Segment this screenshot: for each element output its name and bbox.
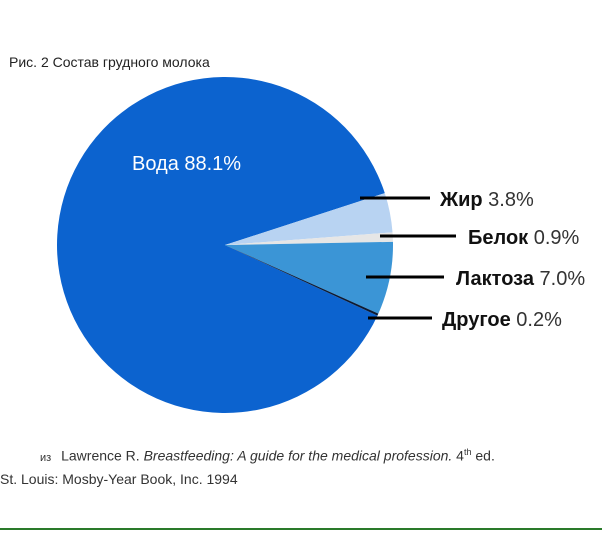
caption-publisher: St. Louis: Mosby-Year Book, Inc. 1994 [0, 471, 238, 487]
pie-slice-protein [225, 232, 393, 245]
pie-slice-lactose [225, 241, 393, 314]
caption-prefix: из [40, 451, 52, 464]
caption-edition-number: 4 [456, 447, 464, 464]
bottom-divider [0, 528, 602, 530]
label-other: Другое 0.2% [442, 309, 562, 331]
label-fat: Жир 3.8% [439, 189, 534, 211]
caption-edition-sup: th [463, 447, 472, 457]
pie-slice-other [225, 245, 379, 316]
label-protein: Белок 0.9% [468, 227, 580, 249]
label-lactose: Лактоза 7.0% [456, 268, 585, 290]
pie-slice-fat [225, 193, 393, 245]
caption-edition-rest: ed. [475, 447, 495, 464]
label-water: Вода 88.1% [132, 153, 241, 175]
chart-title: Рис. 2 Состав грудного молока [9, 54, 210, 70]
caption-book-title: Breastfeeding: A guide for the medical p… [143, 447, 453, 464]
pie-slice-water [57, 76, 385, 414]
caption-citation: из Lawrence R. Breastfeeding: A guide fo… [40, 447, 495, 464]
caption-author: Lawrence R. [61, 447, 140, 464]
